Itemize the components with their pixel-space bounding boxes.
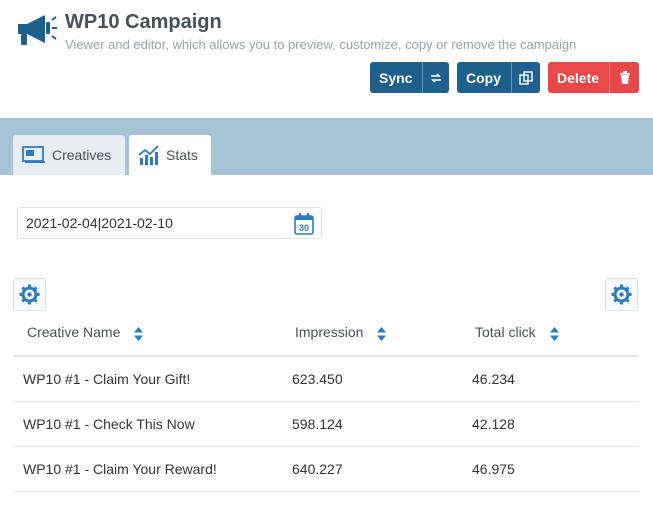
cell-impression: 623.450 (281, 356, 461, 402)
column-header-label: Creative Name (27, 324, 121, 341)
tab-bar: Creatives Stats (0, 118, 653, 175)
stats-table: Creative Name Impression Total click WP1… (13, 310, 639, 492)
stats-chart-icon (138, 145, 159, 165)
tab-creatives-label: Creatives (52, 147, 112, 163)
tab-creatives[interactable]: Creatives (13, 135, 125, 175)
cell-impression: 598.124 (281, 401, 461, 447)
column-header-label: Total click (475, 324, 536, 341)
sort-icon[interactable] (377, 326, 387, 341)
copy-icon (511, 62, 540, 93)
sync-button-label: Sync (379, 69, 413, 86)
copy-button-label: Copy (466, 69, 501, 86)
date-range-input[interactable] (18, 208, 288, 238)
page-subtitle: Viewer and editor, which allows you to p… (65, 37, 577, 52)
cell-total-click: 46.975 (461, 446, 639, 492)
copy-button[interactable]: Copy (457, 62, 540, 93)
cell-total-click: 46.234 (461, 356, 639, 402)
tab-stats[interactable]: Stats (129, 135, 211, 175)
tab-stats-label: Stats (166, 147, 198, 163)
gear-icon (611, 284, 632, 305)
column-header-impression[interactable]: Impression (281, 310, 461, 357)
column-header-total-click[interactable]: Total click (461, 310, 639, 357)
table-settings-button-right[interactable] (605, 278, 638, 311)
page-header: WP10 Campaign Viewer and editor, which a… (0, 0, 653, 118)
creatives-icon (22, 146, 45, 163)
page-title: WP10 Campaign (65, 11, 222, 33)
table-row[interactable]: WP10 #1 - Check This Now 598.124 42.128 (13, 401, 639, 447)
sync-icon (422, 62, 449, 93)
megaphone-icon (18, 15, 57, 45)
cell-creative-name: WP10 #1 - Claim Your Reward! (13, 446, 281, 492)
table-row[interactable]: WP10 #1 - Claim Your Reward! 640.227 46.… (13, 446, 639, 492)
table-settings-button-left[interactable] (13, 278, 46, 311)
cell-creative-name: WP10 #1 - Claim Your Gift! (13, 356, 281, 402)
gear-icon (19, 284, 40, 305)
sync-button[interactable]: Sync (370, 62, 449, 93)
sort-icon[interactable] (134, 326, 144, 341)
trash-icon (609, 62, 639, 93)
cell-total-click: 42.128 (461, 401, 639, 447)
column-header-creative-name[interactable]: Creative Name (13, 310, 281, 357)
column-header-label: Impression (295, 324, 364, 341)
table-row[interactable]: WP10 #1 - Claim Your Gift! 623.450 46.23… (13, 356, 639, 402)
action-buttons: Sync Copy Delete (370, 62, 639, 93)
sort-icon[interactable] (549, 326, 559, 341)
cell-impression: 640.227 (281, 446, 461, 492)
date-range-field: 30 (17, 207, 322, 239)
delete-button[interactable]: Delete (548, 62, 639, 93)
cell-creative-name: WP10 #1 - Check This Now (13, 401, 281, 447)
table-header-row: Creative Name Impression Total click (13, 310, 639, 357)
calendar-icon[interactable]: 30 (294, 213, 314, 235)
delete-button-label: Delete (557, 69, 600, 86)
svg-text:30: 30 (299, 223, 309, 233)
